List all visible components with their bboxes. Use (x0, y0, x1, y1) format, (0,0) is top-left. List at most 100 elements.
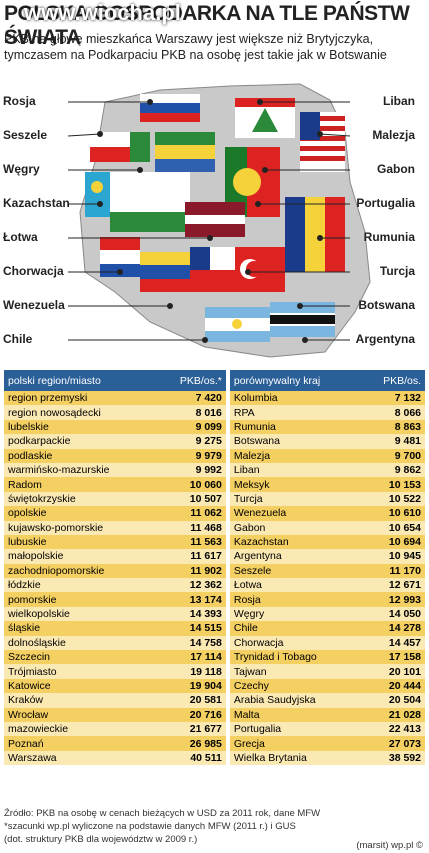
gap (225, 750, 230, 766)
gdp-value: 14 758 (156, 635, 226, 651)
gdp-value: 14 050 (361, 606, 425, 622)
gdp-value: 8 066 (361, 405, 425, 420)
gap (225, 534, 230, 550)
dot (207, 235, 213, 241)
gdp-value: 9 275 (156, 434, 226, 449)
gdp-value: 17 158 (361, 650, 425, 665)
gdp-value: 10 610 (361, 506, 425, 521)
name-cell: Wielka Brytania (229, 750, 362, 766)
name-cell: Szczecin (4, 650, 157, 665)
table-row: zachodniopomorskie 11 902 Seszele 11 170 (4, 563, 425, 579)
subtitle: PKB na głowę mieszkańca Warszawy jest wi… (4, 32, 374, 46)
name-cell: Malta (229, 707, 362, 722)
name-cell: region przemyski (4, 391, 157, 406)
gdp-value: 21 028 (361, 707, 425, 722)
table-row: warmińsko-mazurskie 9 992 Liban 9 862 (4, 462, 425, 478)
name-cell: Kraków (4, 693, 157, 708)
gap (225, 707, 230, 722)
gap (225, 592, 230, 607)
gdp-value: 26 985 (156, 736, 226, 751)
gdp-value: 10 945 (361, 549, 425, 564)
name-cell: region nowosądecki (4, 405, 157, 420)
gdp-value: 27 073 (361, 736, 425, 751)
gdp-value: 9 862 (361, 462, 425, 478)
gdp-value: 20 581 (156, 693, 226, 708)
gdp-value: 7 132 (361, 391, 425, 406)
name-cell: Warszawa (4, 750, 157, 766)
name-cell: Rumunia (229, 419, 362, 435)
name-cell: Węgry (229, 606, 362, 622)
name-cell: Kolumbia (229, 391, 362, 406)
gdp-value: 11 062 (156, 506, 226, 521)
footer-note: *szacunki wp.pl wyliczone na podstawie d… (4, 821, 296, 832)
gap (225, 462, 230, 478)
map-label: Liban (383, 94, 415, 108)
name-cell: Kazachstan (229, 534, 362, 550)
gap (225, 370, 230, 391)
table-row: podlaskie 9 979 Malezja 9 700 (4, 448, 425, 463)
table: polski region/miasto PKB/os.* porównywalny… (4, 370, 425, 766)
gdp-value: 20 101 (361, 664, 425, 679)
gap (225, 419, 230, 435)
name-cell: Turcja (229, 491, 362, 507)
name-cell: Rosja (229, 592, 362, 607)
gdp-value: 19 904 (156, 678, 226, 694)
gap (225, 563, 230, 579)
map-label: Kazachstan (3, 196, 70, 210)
gap (225, 736, 230, 751)
title: POLSKA GOSPODARKA NA TLE PAŃSTW ŚWIATA (4, 2, 410, 49)
gdp-value: 10 060 (156, 477, 226, 492)
dot (255, 201, 261, 207)
table-row: łódzkie 12 362 Łotwa 12 671 (4, 578, 425, 593)
gap (225, 549, 230, 564)
name-cell: warmińsko-mazurskie (4, 462, 157, 478)
name-cell: śląskie (4, 621, 157, 636)
map-label: Seszele (3, 128, 47, 142)
map-label: Łotwa (3, 230, 38, 244)
name-cell: dolnośląskie (4, 635, 157, 651)
map: Rosja Seszele Węgry Kazachstan Łotwa Chorwacj… (3, 83, 416, 358)
name-cell: małopolskie (4, 549, 157, 564)
table-row: podkarpackie 9 275 Botswana 9 481 (4, 434, 425, 449)
gap (225, 448, 230, 463)
gdp-value: 14 393 (156, 606, 226, 622)
name-cell: RPA (229, 405, 362, 420)
dot (137, 167, 143, 173)
table-row: Warszawa 40 511 Wielka Brytania 38 592 (4, 750, 425, 766)
gdp-value: 22 413 (361, 721, 425, 737)
map-label: Argentyna (356, 332, 416, 346)
gdp-value: 8 016 (156, 405, 226, 420)
dot (257, 99, 263, 105)
gdp-value: 9 992 (156, 462, 226, 478)
name-cell: Liban (229, 462, 362, 478)
map-label: Turcja (380, 264, 415, 278)
table-row: lubelskie 9 099 Rumunia 8 863 (4, 419, 425, 435)
name-cell: Radom (4, 477, 157, 492)
gdp-value: 10 153 (361, 477, 425, 492)
dot (167, 303, 173, 309)
gdp-value: 14 515 (156, 621, 226, 636)
map-label: Portugalia (356, 196, 415, 210)
subtitle: tymczasem na Podkarpaciu PKB na osobę je… (4, 48, 387, 62)
table-row: Poznań 26 985 Grecja 27 073 (4, 736, 425, 751)
gdp-value: 11 468 (156, 520, 226, 535)
map-label: Botswana (358, 298, 415, 312)
name-cell: Chorwacja (229, 635, 362, 651)
gdp-value: 12 993 (361, 592, 425, 607)
name-cell: Trójmiasto (4, 664, 157, 679)
gap (225, 434, 230, 449)
dot (117, 269, 123, 275)
dot (97, 201, 103, 207)
gdp-value: 20 504 (361, 693, 425, 708)
name-cell: Botswana (229, 434, 362, 449)
watermark: www.wiocha.pl (24, 0, 181, 25)
table-row: pomorskie 13 174 Rosja 12 993 (4, 592, 425, 607)
map-label: Malezja (372, 128, 415, 142)
name-cell: Wrocław (4, 707, 157, 722)
name-cell: zachodniopomorskie (4, 563, 157, 579)
gdp-value: 38 592 (361, 750, 425, 766)
map-label: Wenezuela (3, 298, 65, 312)
dot (245, 269, 251, 275)
gdp-value: 9 700 (361, 448, 425, 463)
gap (225, 520, 230, 535)
